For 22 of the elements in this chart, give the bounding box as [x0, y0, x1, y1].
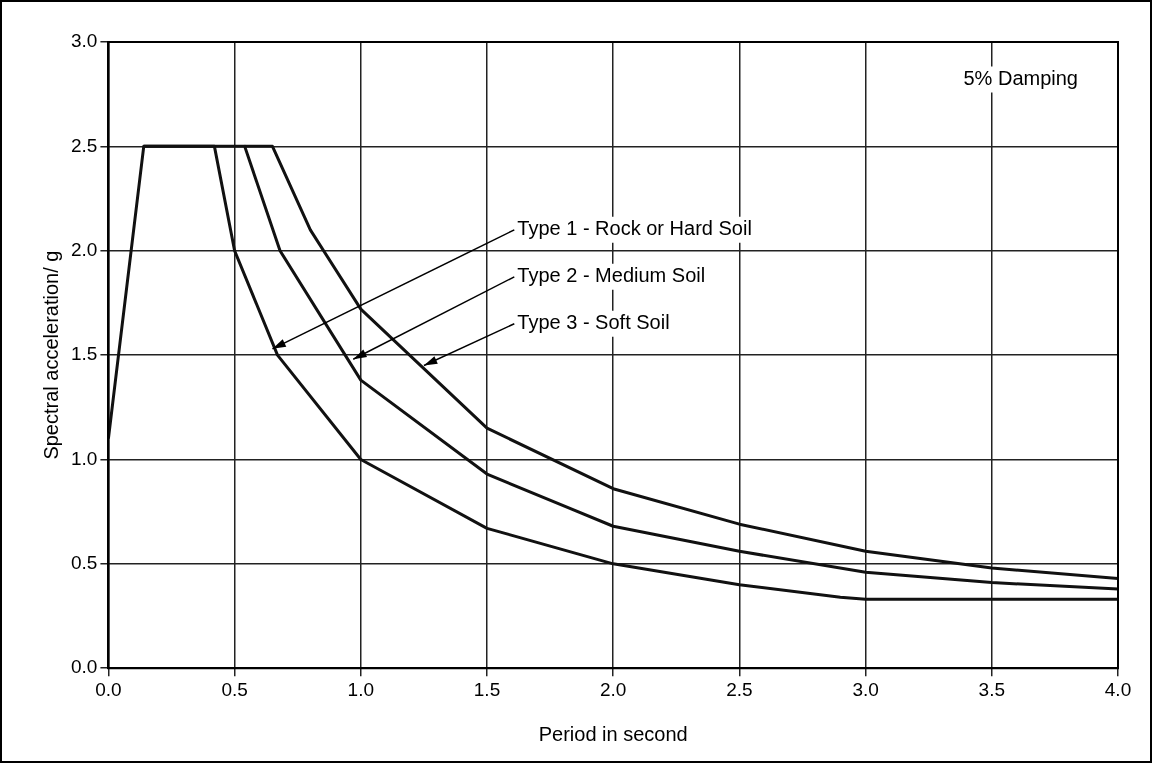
y-tick-label: 2.0 — [70, 238, 98, 260]
annotation: Type 1 - Rock or Hard Soil — [517, 217, 752, 240]
x-tick-label: 0.5 — [221, 678, 248, 700]
x-tick-label: 4.0 — [1104, 678, 1132, 700]
x-tick-label: 3.5 — [978, 678, 1006, 700]
x-tick-label: 1.5 — [473, 678, 501, 700]
x-tick-label: 2.5 — [726, 678, 753, 700]
x-tick-label: 2.0 — [600, 678, 627, 700]
y-tick-label: 0.5 — [70, 552, 98, 574]
y-tick-label: 2.5 — [70, 134, 98, 156]
y-tick-label: 3.0 — [70, 30, 98, 52]
x-tick-label: 3.0 — [852, 678, 879, 700]
annotation: Type 3 - Soft Soil — [517, 311, 670, 334]
annotation: 5% Damping — [963, 67, 1078, 90]
x-tick-label: 1.0 — [347, 678, 375, 700]
x-tick-label: 0.0 — [95, 678, 122, 700]
y-tick-label: 1.5 — [70, 343, 98, 365]
y-tick-label: 0.0 — [70, 656, 98, 678]
y-tick-label: 1.0 — [70, 447, 98, 469]
annotation: Type 2 - Medium Soil — [517, 264, 706, 287]
x-axis-title: Period in second — [538, 722, 688, 745]
y-axis-title: Spectral acceleration/ g — [39, 250, 62, 460]
